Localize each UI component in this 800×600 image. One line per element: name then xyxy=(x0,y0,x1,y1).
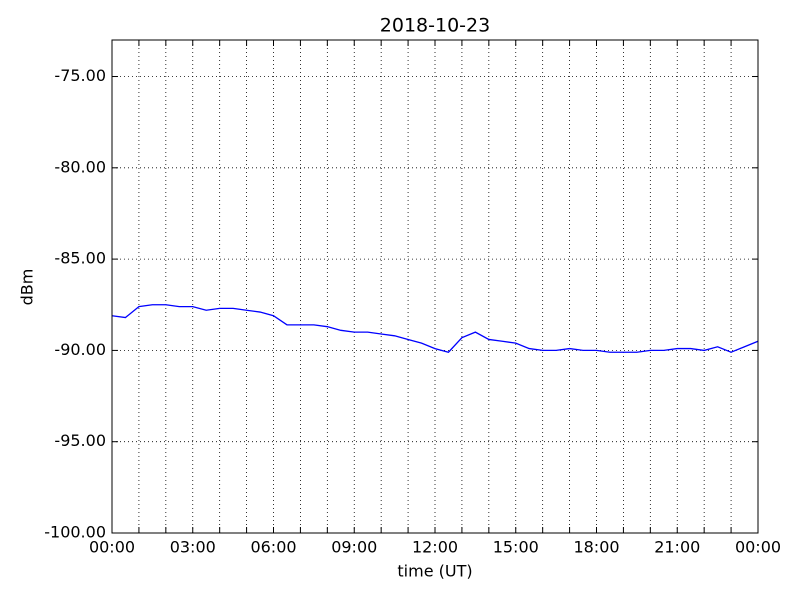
x-axis-label: time (UT) xyxy=(397,562,472,581)
y-axis-label: dBm xyxy=(18,269,37,306)
x-tick-label: 18:00 xyxy=(573,538,619,557)
x-tick-label: 03:00 xyxy=(170,538,216,557)
data-line xyxy=(111,304,759,353)
chart-title: 2018-10-23 xyxy=(380,15,490,37)
y-tick-label: -95.00 xyxy=(54,431,106,450)
y-tick-label: -85.00 xyxy=(54,249,106,268)
y-tick-label: -100.00 xyxy=(44,523,106,542)
x-tick-label: 09:00 xyxy=(331,538,377,557)
x-tick-label: 00:00 xyxy=(735,538,781,557)
y-tick-label: -75.00 xyxy=(54,66,106,85)
plot-frame xyxy=(111,39,759,534)
x-tick-label: 12:00 xyxy=(412,538,458,557)
y-tick-label: -90.00 xyxy=(54,340,106,359)
x-tick-label: 21:00 xyxy=(654,538,700,557)
x-tick-label: 15:00 xyxy=(493,538,539,557)
x-tick-label: 00:00 xyxy=(89,538,135,557)
y-tick-label: -80.00 xyxy=(54,157,106,176)
x-tick-label: 06:00 xyxy=(250,538,296,557)
